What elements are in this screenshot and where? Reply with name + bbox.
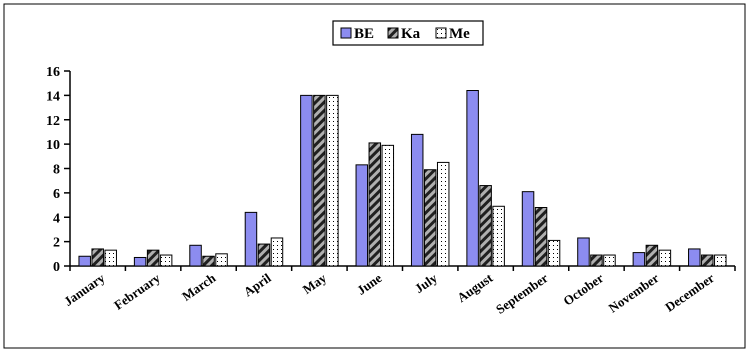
bar-be-may <box>300 94 313 267</box>
y-tick-label: 10 <box>46 138 60 153</box>
y-tick-label: 12 <box>46 114 60 129</box>
bar-ka-may <box>313 94 326 267</box>
bar-ka-november <box>645 244 659 267</box>
bar-ka-july <box>423 169 437 267</box>
bar-ka-october <box>590 254 603 267</box>
bar-me-december <box>714 254 727 267</box>
bar-be-august <box>466 90 479 267</box>
bar-me-october <box>603 254 616 267</box>
bar-me-june <box>381 144 395 267</box>
bar-be-april <box>244 211 258 267</box>
y-tick-label: 0 <box>53 260 60 275</box>
legend-swatch-be <box>340 27 352 39</box>
bar-ka-march <box>202 255 215 267</box>
legend: BE Ka Me <box>332 20 484 46</box>
y-tick-label: 4 <box>53 211 60 226</box>
bar-be-november <box>632 252 646 267</box>
bar-ka-december <box>701 254 714 267</box>
legend-swatch-ka <box>387 27 399 39</box>
bar-be-june <box>355 164 369 267</box>
y-tick-label: 6 <box>53 187 60 202</box>
bars <box>78 90 727 267</box>
bar-ka-april <box>257 243 271 267</box>
legend-label-be: BE <box>354 26 374 42</box>
legend-label-me: Me <box>449 26 470 42</box>
bar-me-february <box>159 254 173 267</box>
bar-be-july <box>410 133 424 267</box>
bar-ka-september <box>534 207 548 267</box>
bar-ka-june <box>368 142 382 267</box>
y-tick-label: 14 <box>46 89 60 104</box>
bar-be-october <box>577 237 590 267</box>
bar-ka-january <box>91 248 104 267</box>
bar-me-april <box>270 237 284 267</box>
y-tick-label: 2 <box>53 236 60 251</box>
bar-be-march <box>189 244 202 267</box>
bar-me-september <box>547 239 561 267</box>
y-axis: 0 2 4 6 8 10 12 14 16 <box>46 65 71 275</box>
bar-be-january <box>78 255 91 267</box>
bar-me-july <box>436 161 450 267</box>
bar-ka-february <box>146 249 160 267</box>
bar-me-may <box>326 94 339 267</box>
bar-me-november <box>658 249 672 267</box>
bar-ka-august <box>479 185 492 267</box>
bar-be-december <box>688 248 701 267</box>
bar-me-january <box>104 249 117 267</box>
bar-be-february <box>133 256 147 267</box>
bar-me-august <box>492 205 505 267</box>
bar-be-september <box>521 191 535 267</box>
bar-me-march <box>215 253 228 267</box>
y-tick-label: 8 <box>53 163 60 178</box>
legend-label-ka: Ka <box>401 26 421 42</box>
y-tick-label: 16 <box>46 65 60 80</box>
legend-swatch-me <box>435 27 447 39</box>
legend-box <box>332 20 484 46</box>
